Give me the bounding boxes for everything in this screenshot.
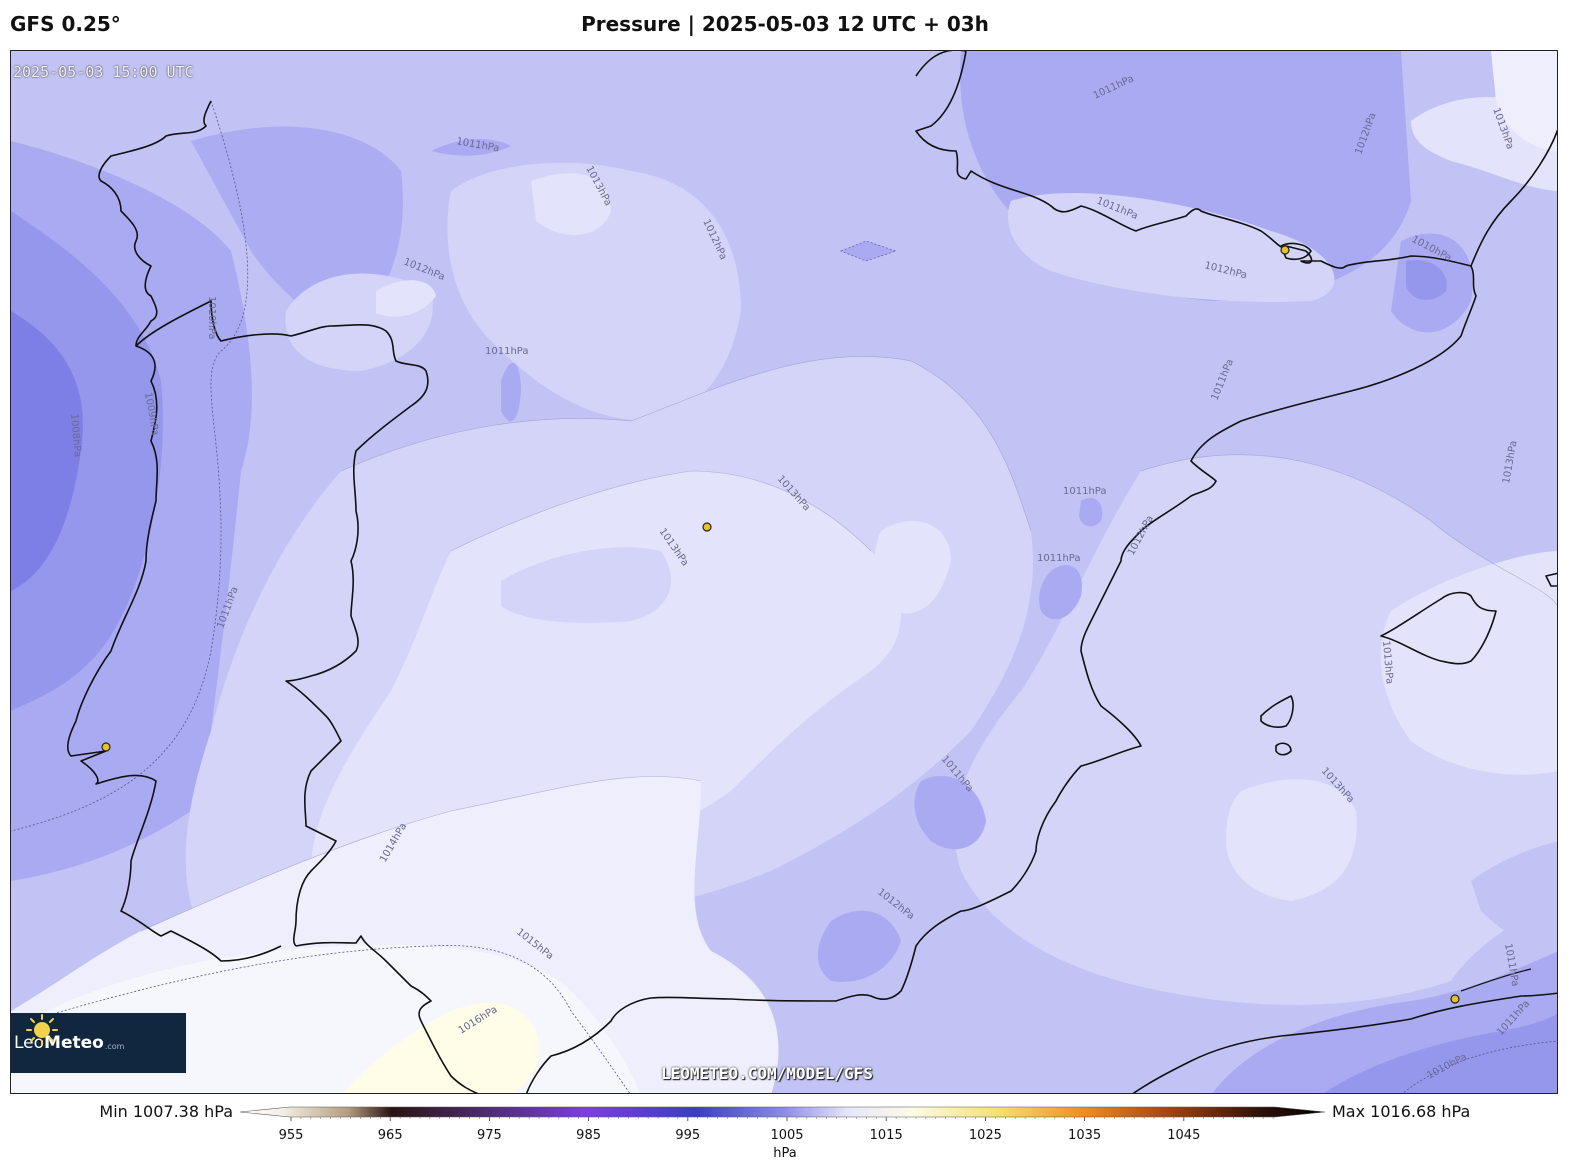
field-1008-west xyxy=(11,311,83,591)
logo-domain: .com xyxy=(104,1041,125,1051)
model-name: GFS 0.25° xyxy=(10,12,121,36)
logo-text: LeoMeteo xyxy=(14,1033,104,1053)
watermark-url: LEOMETEO.COM/MODEL/GFS xyxy=(661,1064,873,1083)
colorbar-tick-label: 1035 xyxy=(1068,1128,1101,1143)
colorbar-tick-label: 975 xyxy=(477,1128,502,1143)
sun-icon xyxy=(26,1014,58,1046)
city-marker-lisbon xyxy=(101,742,111,752)
colorbar-bar xyxy=(239,1106,1326,1118)
coastlines xyxy=(66,51,1557,1093)
colorbar-tick-label: 965 xyxy=(378,1128,403,1143)
city-markers xyxy=(101,245,1460,1004)
colorbar-tick-label: 1045 xyxy=(1167,1128,1200,1143)
contour-label: 1011hPa xyxy=(1037,553,1081,564)
chart-title: Pressure | 2025-05-03 12 UTC + 03h xyxy=(581,12,989,36)
city-marker-algiers xyxy=(1450,994,1460,1004)
colorbar-max-label: Max 1016.68 hPa xyxy=(1332,1102,1471,1121)
field-1009-west xyxy=(11,211,163,711)
colorbar-unit: hPa xyxy=(773,1146,797,1161)
isobar-lines xyxy=(140,356,1557,932)
valid-time: 2025-05-03 15:00 UTC xyxy=(13,63,194,81)
colorbar-tick-label: 1015 xyxy=(870,1128,903,1143)
contour-label: 1011hPa xyxy=(1063,486,1107,497)
field-1013-central xyxy=(311,471,901,895)
field-1016-south xyxy=(342,1002,540,1093)
contour-label: 1013hPa xyxy=(1380,640,1395,684)
city-marker-madrid xyxy=(702,522,712,532)
contour-label: 1011hPa xyxy=(485,346,529,357)
colorbar-ticks: 955 965 975 985 995 1005 1015 1025 1035 1045 xyxy=(279,1117,1274,1143)
colorbar-tick-label: 1005 xyxy=(770,1128,803,1143)
colorbar: 955 965 975 985 995 1005 1015 1025 1035 1045 xyxy=(239,1106,1326,1143)
contour-label: 1010hPa xyxy=(206,296,217,340)
colorbar-tick-label: 995 xyxy=(675,1128,700,1143)
city-marker-andorra xyxy=(1280,245,1290,255)
colorbar-tick-label: 1025 xyxy=(969,1128,1002,1143)
pressure-map[interactable]: 1011hPa 1013hPa 1012hPa 1011hPa 1012hPa … xyxy=(10,50,1558,1094)
contour-label: 1008hPa xyxy=(68,413,83,457)
leometeo-logo[interactable]: LeoMeteo .com xyxy=(11,1013,186,1073)
colorbar-tick-label: 985 xyxy=(576,1128,601,1143)
colorbar-min-label: Min 1007.38 hPa xyxy=(99,1102,233,1121)
colorbar-tick-label: 955 xyxy=(279,1128,304,1143)
field-1012-north xyxy=(447,162,741,421)
field-1013-balearic xyxy=(1226,779,1357,901)
pressure-field: 1011hPa 1013hPa 1012hPa 1011hPa 1012hPa … xyxy=(11,51,1557,1093)
